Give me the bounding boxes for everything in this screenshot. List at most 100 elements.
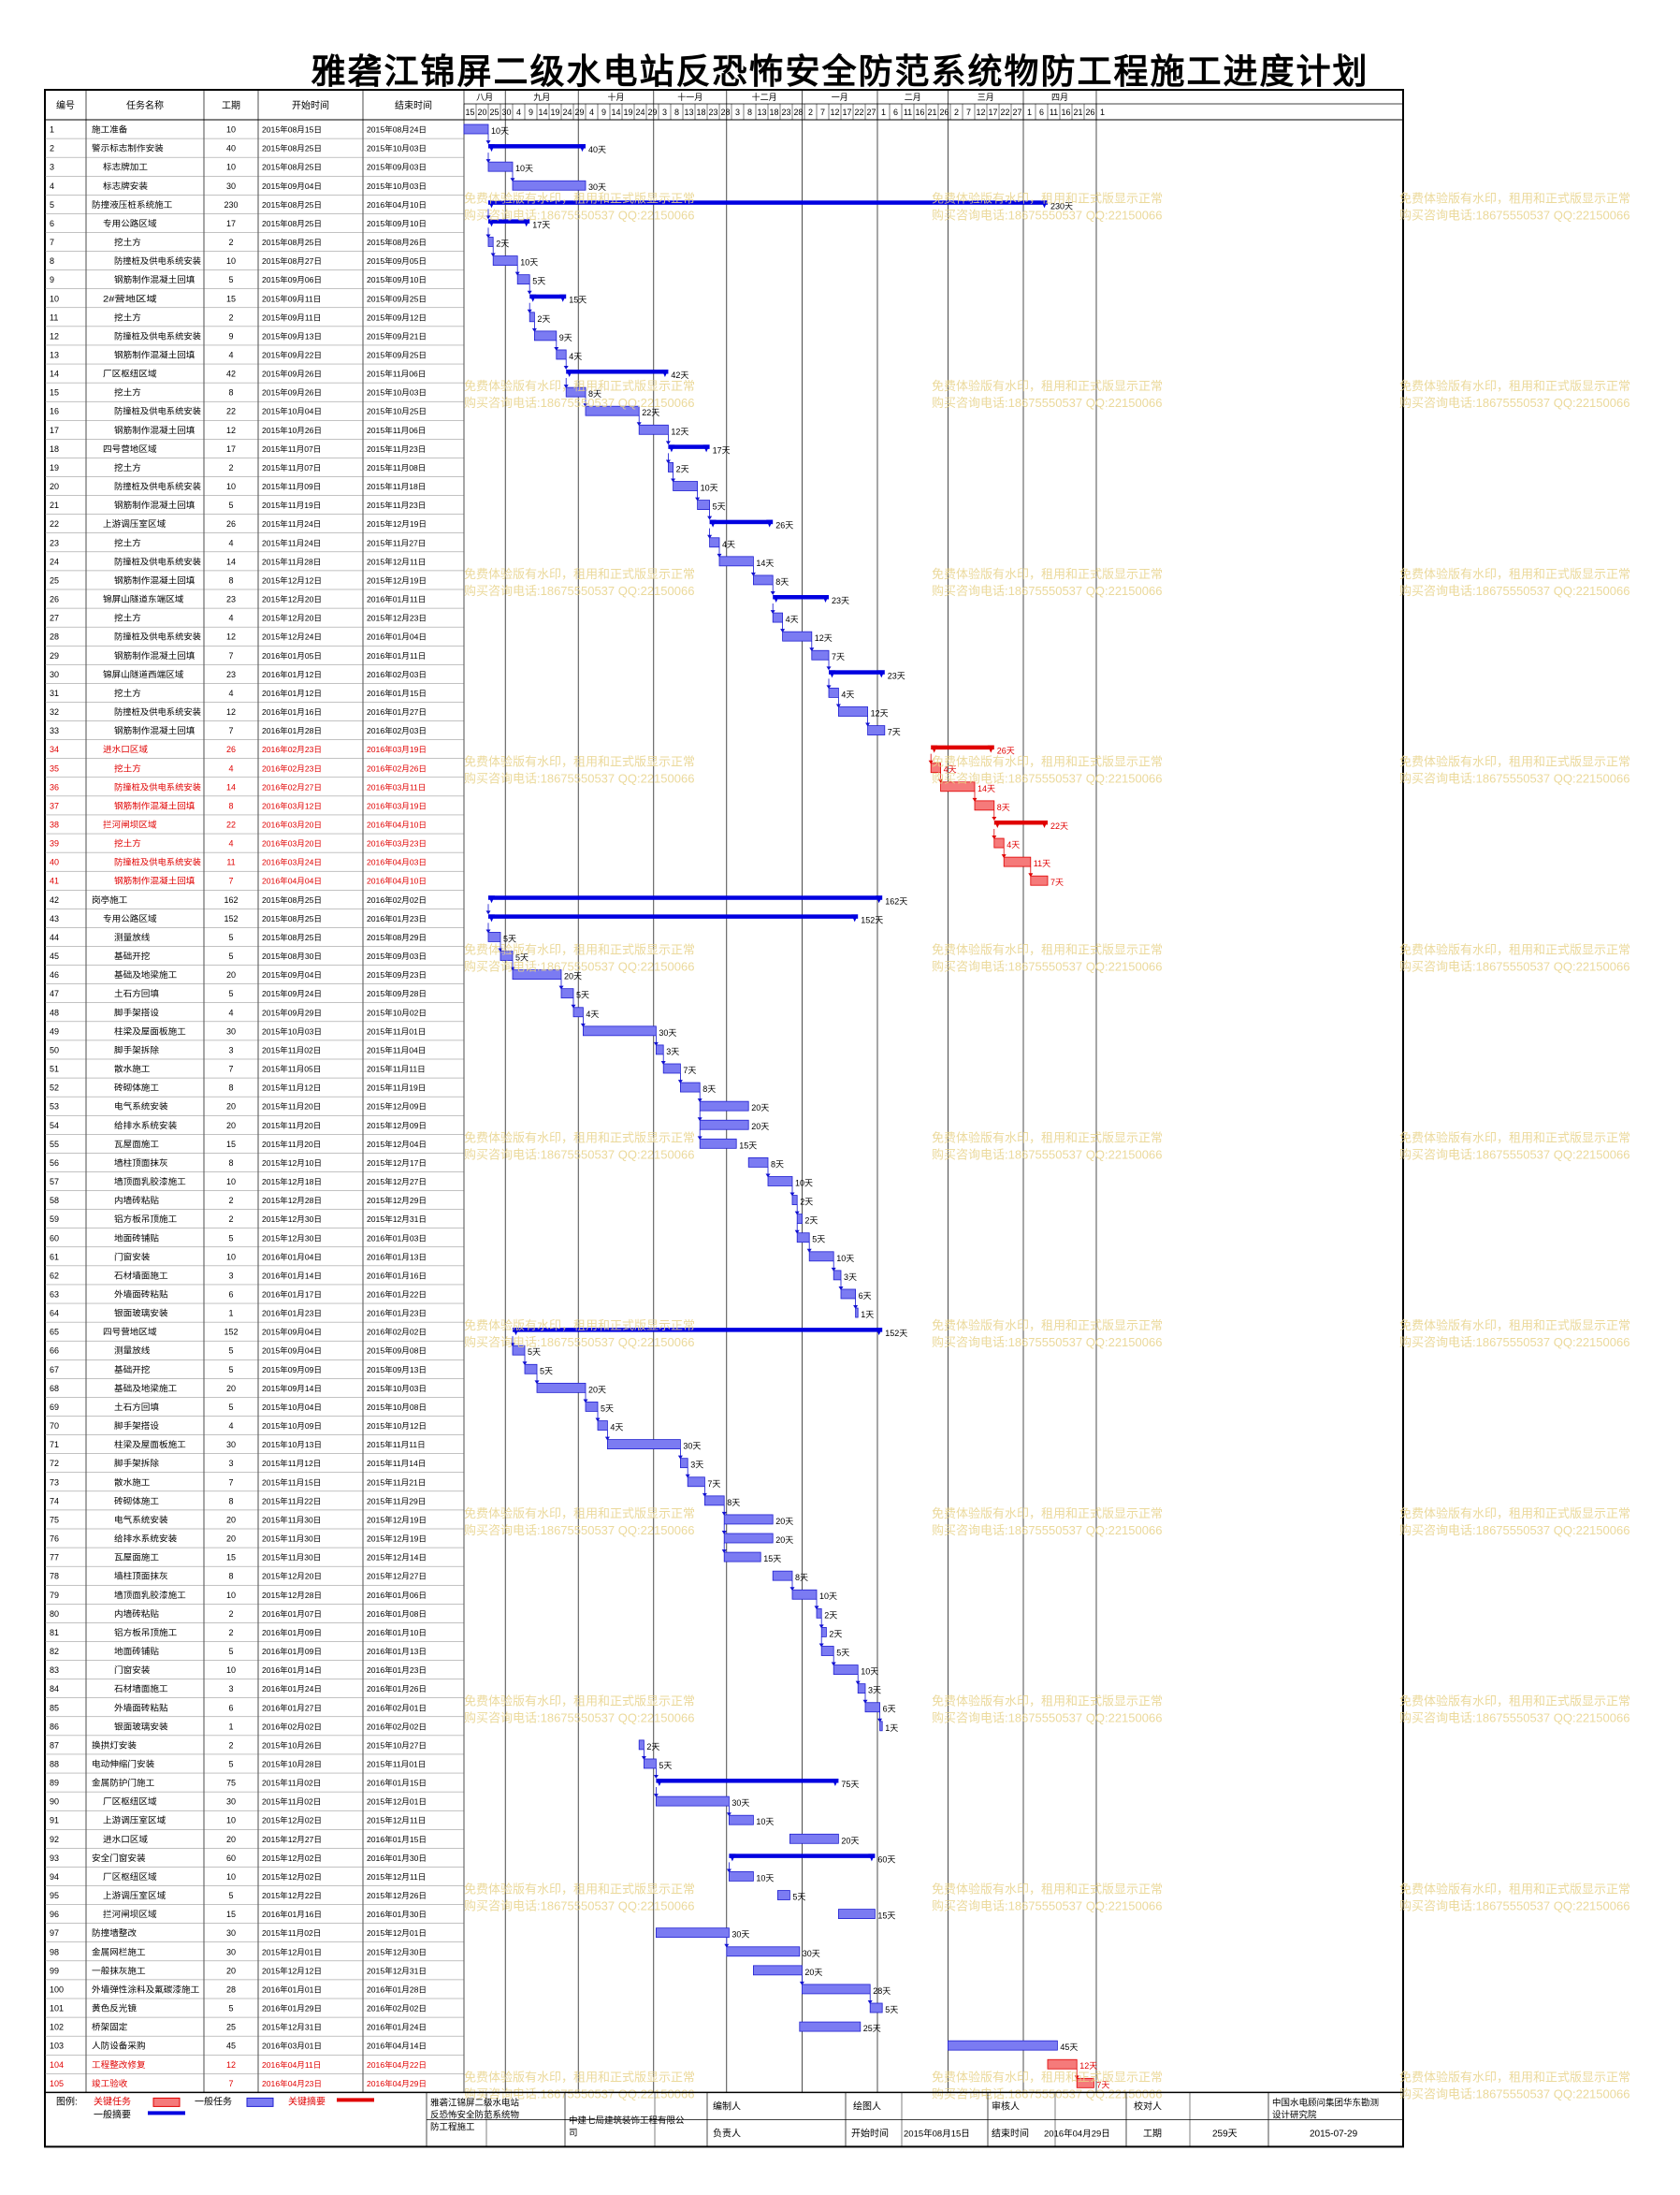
legend-normal-summary: 一般摘要 bbox=[94, 2108, 131, 2120]
watermark-line1: 免费体验版有水印，租用和正式版显示正常 bbox=[464, 567, 695, 581]
bar-label: 30天 bbox=[731, 1798, 749, 1808]
task-bar bbox=[492, 255, 518, 266]
task-end: 2015年12月23日 bbox=[367, 613, 427, 623]
task-id: 15 bbox=[50, 388, 59, 398]
task-bar bbox=[723, 1514, 774, 1525]
task-name: 电动伸缩门安装 bbox=[92, 1759, 154, 1769]
task-bar bbox=[940, 781, 976, 792]
watermark-line2: 购买咨询电话:18675550537 QQ:22150066 bbox=[1399, 1523, 1629, 1537]
task-start: 2016年01月14日 bbox=[262, 1664, 322, 1675]
dependency-arrowhead bbox=[510, 178, 515, 182]
task-start: 2016年01月27日 bbox=[262, 1702, 322, 1712]
dependency-arrowhead bbox=[770, 591, 775, 595]
task-duration: 5 bbox=[228, 933, 233, 942]
bar-label: 15天 bbox=[763, 1554, 781, 1563]
bar-label: 2天 bbox=[537, 314, 550, 324]
task-duration: 10 bbox=[226, 1591, 236, 1600]
task-name: 四号营地区域 bbox=[103, 443, 157, 454]
task-bar bbox=[487, 932, 501, 942]
watermark-line1: 免费体验版有水印，租用和正式版显示正常 bbox=[1399, 2070, 1630, 2084]
dependency-arrowhead bbox=[514, 271, 520, 276]
task-name: 防撞桩及供电系统安装 bbox=[114, 857, 201, 867]
task-bar bbox=[726, 1946, 801, 1957]
task-end: 2015年11月23日 bbox=[367, 500, 426, 510]
task-name: 进水口区域 bbox=[103, 744, 148, 754]
task-name: 钢筋制作混凝土回填 bbox=[114, 274, 195, 284]
task-duration: 2 bbox=[228, 1609, 233, 1619]
dependency-arrowhead bbox=[563, 385, 569, 389]
task-bar bbox=[753, 574, 774, 586]
task-start: 2016年02月27日 bbox=[262, 781, 322, 792]
task-start: 2015年11月12日 bbox=[262, 1458, 321, 1468]
dependency-arrowhead bbox=[992, 816, 997, 821]
task-start: 2015年08月30日 bbox=[262, 951, 322, 961]
task-id: 63 bbox=[50, 1290, 59, 1300]
task-id: 39 bbox=[50, 839, 59, 849]
task-duration: 23 bbox=[226, 670, 236, 679]
task-start: 2016年01月24日 bbox=[262, 1683, 322, 1693]
task-bar bbox=[585, 405, 640, 416]
task-name: 测量放线 bbox=[114, 932, 150, 942]
bar-label: 30天 bbox=[683, 1442, 701, 1451]
task-bar bbox=[772, 612, 784, 623]
watermark-line1: 免费体验版有水印，租用和正式版显示正常 bbox=[1399, 1694, 1630, 1708]
task-end: 2015年10月27日 bbox=[367, 1739, 427, 1750]
summary-end-cap bbox=[876, 895, 883, 904]
task-duration: 5 bbox=[228, 1891, 233, 1900]
task-end: 2015年12月17日 bbox=[367, 1157, 427, 1168]
task-bar bbox=[644, 1758, 657, 1769]
task-bar bbox=[789, 1833, 839, 1844]
task-end: 2016年02月03日 bbox=[367, 725, 427, 735]
task-duration: 4 bbox=[228, 1008, 233, 1017]
bar-label: 7天 bbox=[888, 728, 901, 737]
task-id: 61 bbox=[50, 1252, 59, 1261]
dependency-arrowhead bbox=[485, 234, 491, 239]
task-id: 48 bbox=[50, 1008, 59, 1017]
day-label: 11 bbox=[904, 108, 912, 117]
bar-label: 8天 bbox=[727, 1498, 740, 1507]
summary-start-cap bbox=[773, 595, 780, 603]
task-name: 钢筋制作混凝土回填 bbox=[114, 574, 195, 585]
bar-label: 20天 bbox=[804, 1968, 822, 1977]
task-start: 2015年10月26日 bbox=[262, 1739, 322, 1750]
task-duration: 12 bbox=[226, 2060, 236, 2070]
task-duration: 4 bbox=[228, 614, 233, 623]
task-id: 100 bbox=[50, 1984, 64, 1994]
dependency-arrowhead bbox=[653, 1794, 659, 1798]
day-label: 12 bbox=[830, 108, 839, 117]
bar-label: 7天 bbox=[1050, 878, 1064, 887]
task-start: 2015年08月25日 bbox=[262, 237, 322, 247]
task-duration: 4 bbox=[228, 763, 233, 773]
dependency-arrowhead bbox=[724, 1943, 730, 1948]
watermark-line1: 免费体验版有水印，租用和正式版显示正常 bbox=[1399, 191, 1630, 205]
summary-bar bbox=[829, 670, 885, 675]
watermark-line1: 免费体验版有水印，租用和正式版显示正常 bbox=[1399, 1318, 1630, 1332]
task-id: 84 bbox=[50, 1684, 59, 1693]
task-name: 银面玻璃安装 bbox=[114, 1721, 168, 1731]
bar-label: 25天 bbox=[863, 2024, 881, 2033]
task-name: 内墙砖粘贴 bbox=[114, 1608, 159, 1619]
task-id: 94 bbox=[50, 1872, 59, 1882]
task-start: 2016年01月05日 bbox=[262, 650, 322, 661]
task-bar bbox=[534, 330, 558, 342]
bar-label: 40天 bbox=[588, 145, 606, 154]
task-start: 2015年11月30日 bbox=[262, 1534, 321, 1544]
dependency-arrowhead bbox=[671, 478, 676, 483]
month-label: 一月 bbox=[832, 93, 848, 102]
day-label: 21 bbox=[1073, 108, 1082, 117]
summary-start-cap bbox=[709, 519, 717, 528]
bar-label: 17天 bbox=[532, 220, 550, 229]
task-bar bbox=[864, 1702, 881, 1713]
task-end: 2016年01月22日 bbox=[367, 1289, 427, 1300]
dependency-arrowhead bbox=[1001, 854, 1007, 859]
task-name: 脚手架拆除 bbox=[114, 1458, 159, 1468]
task-duration: 20 bbox=[226, 1384, 236, 1393]
task-end: 2015年08月24日 bbox=[367, 124, 427, 135]
month-label: 八月 bbox=[476, 93, 493, 102]
task-bar bbox=[560, 988, 574, 999]
task-id: 23 bbox=[50, 538, 59, 547]
task-name: 铝方板吊顶施工 bbox=[114, 1214, 177, 1224]
day-label: 14 bbox=[538, 108, 547, 117]
drafter-label: 绘图人 bbox=[853, 2100, 881, 2112]
task-duration: 6 bbox=[228, 1290, 233, 1300]
